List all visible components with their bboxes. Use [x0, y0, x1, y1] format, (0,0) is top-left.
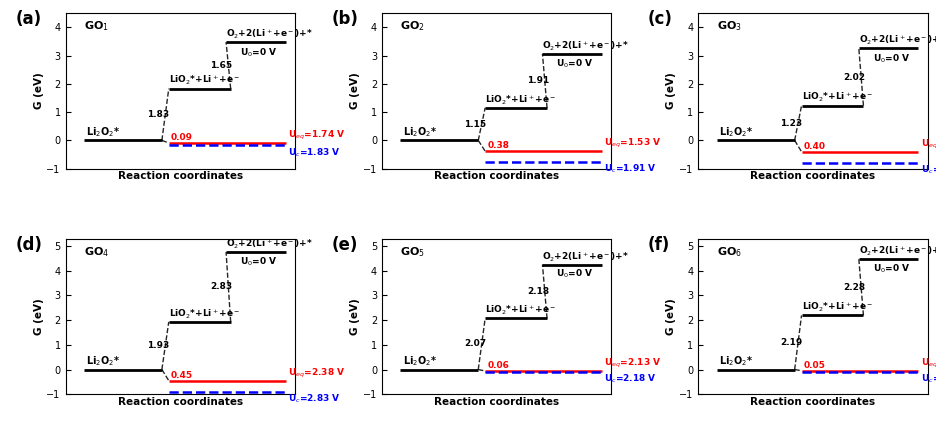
Text: GO$_1$: GO$_1$: [84, 19, 109, 33]
Text: U$_{eq}$=1.63 V: U$_{eq}$=1.63 V: [920, 138, 936, 151]
X-axis label: Reaction coordinates: Reaction coordinates: [433, 397, 559, 407]
Text: (d): (d): [15, 236, 42, 254]
Text: 2.02: 2.02: [842, 73, 864, 81]
Text: U$_0$=0 V: U$_0$=0 V: [556, 58, 593, 71]
Text: 2.28: 2.28: [842, 283, 865, 292]
Text: GO$_5$: GO$_5$: [400, 245, 425, 259]
Text: U$_0$=0 V: U$_0$=0 V: [871, 53, 909, 65]
Text: Li$_2$O$_2$*: Li$_2$O$_2$*: [402, 354, 436, 368]
Text: 2.83: 2.83: [211, 283, 232, 291]
Y-axis label: G (eV): G (eV): [350, 298, 359, 335]
Text: 1.91: 1.91: [526, 76, 548, 85]
Text: LiO$_2$*+Li$^+$+e$^-$: LiO$_2$*+Li$^+$+e$^-$: [485, 304, 556, 318]
Y-axis label: G (eV): G (eV): [665, 73, 676, 110]
Text: LiO$_2$*+Li$^+$+e$^-$: LiO$_2$*+Li$^+$+e$^-$: [168, 74, 240, 87]
Text: 1.93: 1.93: [147, 341, 169, 350]
Text: GO$_2$: GO$_2$: [400, 19, 425, 33]
Text: GO$_3$: GO$_3$: [716, 19, 741, 33]
Text: LiO$_2$*+Li$^+$+e$^-$: LiO$_2$*+Li$^+$+e$^-$: [168, 307, 240, 321]
Text: GO$_6$: GO$_6$: [716, 245, 741, 259]
X-axis label: Reaction coordinates: Reaction coordinates: [750, 397, 874, 407]
Text: GO$_4$: GO$_4$: [84, 245, 110, 259]
Text: 2.18: 2.18: [526, 287, 548, 296]
Text: Li$_2$O$_2$*: Li$_2$O$_2$*: [718, 125, 753, 139]
Text: O$_2$+2(Li$^+$+e$^-$)+*: O$_2$+2(Li$^+$+e$^-$)+*: [542, 251, 628, 264]
Text: U$_{eq}$=1.53 V: U$_{eq}$=1.53 V: [604, 137, 661, 150]
Y-axis label: G (eV): G (eV): [350, 73, 359, 110]
Text: U$_c$=2.02 V: U$_c$=2.02 V: [920, 163, 936, 176]
Text: 0.38: 0.38: [487, 141, 509, 150]
Text: (c): (c): [647, 10, 672, 28]
Text: Li$_2$O$_2$*: Li$_2$O$_2$*: [402, 125, 436, 139]
Text: U$_{eq}$=2.13 V: U$_{eq}$=2.13 V: [604, 357, 661, 371]
Text: Li$_2$O$_2$*: Li$_2$O$_2$*: [86, 354, 120, 368]
Text: (f): (f): [647, 236, 669, 254]
Text: 1.65: 1.65: [211, 61, 232, 70]
Text: 0.06: 0.06: [487, 361, 509, 370]
Text: 0.45: 0.45: [171, 371, 193, 380]
Text: 1.15: 1.15: [463, 120, 486, 129]
Text: (a): (a): [15, 10, 41, 28]
Text: 2.19: 2.19: [780, 338, 801, 347]
Text: O$_2$+2(Li$^+$+e$^-$)+*: O$_2$+2(Li$^+$+e$^-$)+*: [542, 39, 628, 53]
Text: U$_0$=0 V: U$_0$=0 V: [556, 268, 593, 280]
Text: LiO$_2$*+Li$^+$+e$^-$: LiO$_2$*+Li$^+$+e$^-$: [800, 301, 872, 314]
Text: 1.83: 1.83: [147, 110, 169, 119]
X-axis label: Reaction coordinates: Reaction coordinates: [433, 171, 559, 181]
Text: U$_{eq}$=2.38 V: U$_{eq}$=2.38 V: [287, 367, 345, 380]
X-axis label: Reaction coordinates: Reaction coordinates: [750, 171, 874, 181]
Text: U$_0$=0 V: U$_0$=0 V: [240, 46, 277, 59]
Text: U$_c$=1.83 V: U$_c$=1.83 V: [287, 146, 341, 159]
Text: U$_{eq}$=1.74 V: U$_{eq}$=1.74 V: [287, 129, 345, 142]
Y-axis label: G (eV): G (eV): [34, 73, 44, 110]
Text: U$_c$=2.28 V: U$_c$=2.28 V: [920, 372, 936, 385]
Text: 1.23: 1.23: [780, 119, 801, 127]
Text: U$_0$=0 V: U$_0$=0 V: [871, 262, 909, 275]
Text: 0.40: 0.40: [803, 141, 825, 151]
X-axis label: Reaction coordinates: Reaction coordinates: [118, 397, 242, 407]
Text: U$_c$=1.91 V: U$_c$=1.91 V: [604, 162, 656, 175]
Text: LiO$_2$*+Li$^+$+e$^-$: LiO$_2$*+Li$^+$+e$^-$: [800, 91, 872, 104]
Text: O$_2$+2(Li$^+$+e$^-$)+*: O$_2$+2(Li$^+$+e$^-$)+*: [226, 28, 313, 41]
Text: (e): (e): [331, 236, 358, 254]
Text: 0.09: 0.09: [171, 133, 193, 142]
Y-axis label: G (eV): G (eV): [665, 298, 676, 335]
Text: U$_{eq}$=2.23 V: U$_{eq}$=2.23 V: [920, 357, 936, 370]
Text: U$_c$=2.18 V: U$_c$=2.18 V: [604, 373, 656, 385]
Text: (b): (b): [331, 10, 358, 28]
Text: U$_0$=0 V: U$_0$=0 V: [240, 255, 277, 268]
Text: Li$_2$O$_2$*: Li$_2$O$_2$*: [86, 125, 120, 139]
Text: 2.07: 2.07: [463, 339, 486, 349]
Text: LiO$_2$*+Li$^+$+e$^-$: LiO$_2$*+Li$^+$+e$^-$: [485, 93, 556, 106]
Text: Li$_2$O$_2$*: Li$_2$O$_2$*: [718, 354, 753, 368]
Text: O$_2$+2(Li$^+$+e$^-$)+*: O$_2$+2(Li$^+$+e$^-$)+*: [858, 34, 936, 47]
Text: U$_c$=2.83 V: U$_c$=2.83 V: [287, 392, 341, 405]
Y-axis label: G (eV): G (eV): [34, 298, 44, 335]
X-axis label: Reaction coordinates: Reaction coordinates: [118, 171, 242, 181]
Text: O$_2$+2(Li$^+$+e$^-$)+*: O$_2$+2(Li$^+$+e$^-$)+*: [858, 245, 936, 258]
Text: 0.05: 0.05: [803, 361, 825, 370]
Text: O$_2$+2(Li$^+$+e$^-$)+*: O$_2$+2(Li$^+$+e$^-$)+*: [226, 238, 313, 251]
